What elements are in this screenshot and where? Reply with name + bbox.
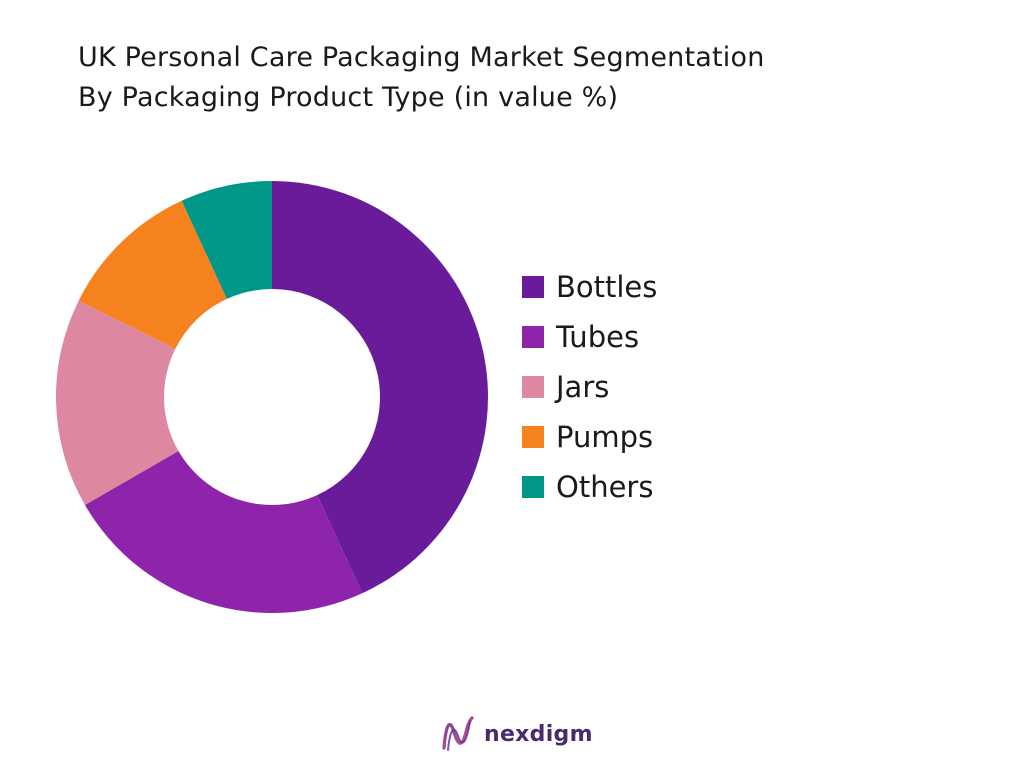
donut-slice-bottles (272, 181, 489, 594)
legend-item-bottles: Bottles (522, 262, 657, 312)
legend-item-jars: Jars (522, 362, 657, 412)
legend-label: Jars (556, 370, 610, 404)
chart-title: UK Personal Care Packaging Market Segmen… (78, 38, 978, 118)
chart-legend: Bottles Tubes Jars Pumps Others (522, 262, 657, 512)
donut-slice-tubes (84, 451, 363, 613)
legend-label: Tubes (556, 320, 640, 354)
legend-item-pumps: Pumps (522, 412, 657, 462)
donut-slice-others (181, 181, 272, 299)
legend-swatch (522, 476, 544, 498)
chart-title-line-2: By Packaging Product Type (in value %) (78, 82, 619, 113)
donut-slice-pumps (78, 200, 227, 349)
legend-label: Pumps (556, 420, 654, 454)
legend-swatch (522, 426, 544, 448)
brand-logo: nexdigm (440, 714, 593, 754)
legend-item-others: Others (522, 462, 657, 512)
donut-chart (55, 181, 489, 613)
legend-swatch (522, 276, 544, 298)
legend-swatch (522, 376, 544, 398)
legend-label: Others (556, 470, 654, 504)
brand-name: nexdigm (484, 721, 593, 747)
legend-label: Bottles (556, 270, 658, 304)
donut-slice-jars (55, 300, 179, 505)
chart-title-line-1: UK Personal Care Packaging Market Segmen… (78, 42, 765, 73)
nexdigm-logo-icon (442, 716, 474, 751)
legend-item-tubes: Tubes (522, 312, 657, 362)
legend-swatch (522, 326, 544, 348)
